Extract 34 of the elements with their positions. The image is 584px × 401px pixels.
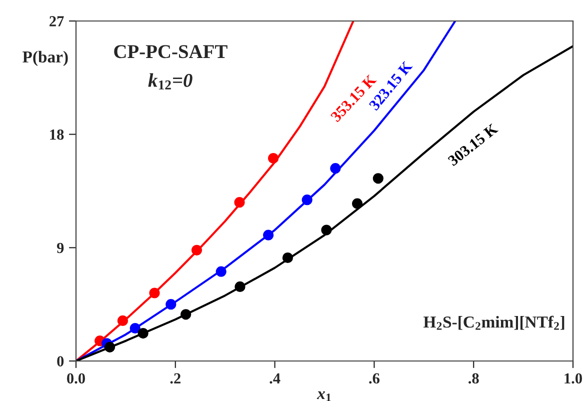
annotation: H$_{2}$S-[C$_{2}$mim][NTf$_{2}$] [423,316,564,330]
point [268,152,279,164]
point [180,309,192,320]
point [321,224,332,236]
y-tick-label: 27 [50,16,64,26]
y-tick-label: 18 [50,129,64,140]
point [330,163,341,174]
point [166,299,176,310]
x-tick-label: .4 [270,373,280,384]
point [130,322,140,334]
point [234,197,245,208]
x-tick-label: .6 [369,373,380,384]
text: CP-PC-SAFT [114,45,228,58]
x-axis-title: x$_{1}$ [316,391,331,401]
point [352,198,363,209]
point [372,173,384,184]
x-tick-label: 0.0 [67,373,85,384]
y-tick-label: 0 [57,356,64,366]
y-axis-title: P(bar) [22,50,68,66]
point [138,328,148,339]
y-tick-label: 9 [56,242,64,254]
x-tick-label: .8 [468,373,479,384]
point [234,281,246,292]
point [104,342,116,352]
point [282,252,294,264]
x-tick-label: 1.0 [564,373,582,384]
point [117,315,128,326]
point [302,194,312,206]
point [149,288,160,298]
text: k$_{12}$=0 [148,73,192,90]
point [263,230,274,240]
x-tick-label: .2 [170,373,180,384]
point [191,244,202,256]
point [216,266,226,277]
